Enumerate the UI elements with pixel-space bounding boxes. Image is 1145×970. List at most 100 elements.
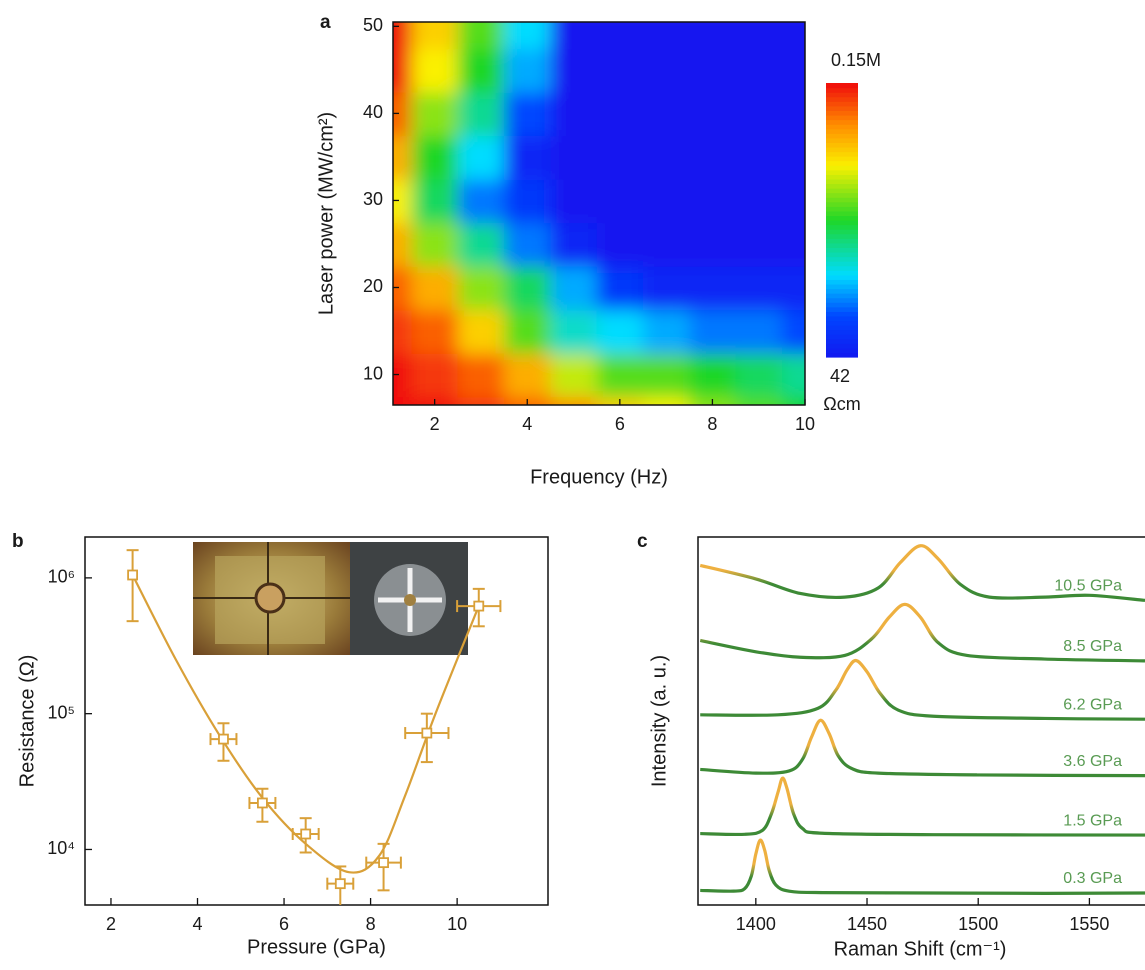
colorbar-segment — [826, 251, 858, 258]
heatmap-cell — [411, 265, 459, 311]
plot-area — [126, 549, 502, 905]
x-tick-label: 6 — [279, 914, 289, 934]
x-axis-label: Pressure (GPa) — [247, 936, 386, 958]
colorbar-segment — [826, 347, 858, 354]
colorbar-segment — [826, 188, 858, 194]
colorbar-segment — [826, 242, 858, 248]
y-tick-label: 30 — [363, 189, 383, 209]
heatmap-cell — [457, 222, 506, 267]
x-tick-label: 1500 — [958, 914, 998, 934]
x-tick-label: 8 — [366, 914, 376, 934]
colorbar-segment — [826, 311, 858, 317]
colorbar-segment — [826, 105, 858, 111]
series-label: 8.5 GPa — [1063, 638, 1122, 655]
heatmap-cell — [393, 396, 413, 405]
heatmap-cell — [642, 265, 691, 311]
colorbar-segment — [826, 334, 858, 340]
colorbar-segment — [826, 270, 858, 276]
colorbar-segment — [826, 220, 858, 226]
colorbar-segment — [826, 197, 858, 203]
series-label: 3.6 GPa — [1063, 753, 1122, 770]
heatmap-cell — [550, 265, 598, 311]
heatmap-cell — [596, 352, 644, 398]
heatmap-cell — [393, 91, 413, 137]
heatmap-cells — [393, 22, 805, 405]
y-tick-label: 10⁴ — [47, 838, 75, 858]
colorbar-segment — [826, 224, 858, 230]
heatmap-cell — [735, 265, 783, 311]
heatmap-cell — [411, 178, 459, 224]
heatmap-cell — [504, 48, 552, 93]
heatmap-cell — [689, 178, 737, 224]
heatmap-cell — [504, 352, 552, 398]
data-point — [421, 727, 433, 739]
colorbar-segment — [826, 128, 858, 134]
heatmap-cell — [735, 222, 783, 267]
heatmap-cell — [504, 265, 552, 311]
heatmap-cell — [504, 135, 552, 180]
data-point — [378, 857, 389, 869]
heatmap-cell — [411, 91, 459, 137]
heatmap-cell — [504, 91, 552, 137]
heatmap-cell — [393, 309, 413, 354]
colorbar-segment — [826, 169, 858, 175]
colorbar-segment — [826, 101, 858, 107]
colorbar-segment — [826, 306, 858, 312]
colorbar-segment — [826, 343, 858, 349]
heatmap-cell — [411, 222, 459, 267]
heatmap-cell — [457, 48, 506, 93]
y-axis-label: Resistance (Ω) — [16, 655, 38, 788]
heatmap-cell — [781, 352, 805, 398]
colorbar-segment — [826, 247, 858, 253]
y-tick-label: 40 — [363, 102, 383, 122]
heatmap-cell — [642, 396, 691, 405]
spectrum-line — [699, 602, 1145, 663]
series-label: 6.2 GPa — [1063, 696, 1122, 713]
heatmap-cell — [642, 222, 691, 267]
heatmap-cell — [781, 265, 805, 311]
colorbar-segment — [826, 133, 858, 139]
heatmap-cell — [689, 265, 737, 311]
heatmap-cell — [457, 135, 506, 180]
colorbar-segment — [826, 338, 858, 344]
x-tick-label: 1450 — [847, 914, 887, 934]
data-point — [334, 878, 346, 890]
heatmap-cell — [735, 22, 783, 50]
colorbar-segment — [826, 302, 858, 308]
colorbar-segment — [826, 183, 858, 189]
colorbar-segment — [826, 233, 858, 239]
heatmap-cell — [504, 222, 552, 267]
colorbar-segment — [826, 238, 858, 244]
x-tick-label: 1550 — [1069, 914, 1109, 934]
colorbar-segment — [826, 174, 858, 180]
colorbar-segment — [826, 165, 858, 171]
heatmap-cell — [550, 22, 598, 50]
heatmap-cell — [781, 309, 805, 354]
colorbar-segment — [826, 315, 858, 322]
colorbar-segment — [826, 261, 858, 267]
heatmap-cell — [735, 352, 783, 398]
colorbar-segment — [826, 210, 858, 217]
heatmap-cell — [393, 48, 413, 93]
colorbar-segment — [826, 110, 858, 116]
heatmap-cell — [596, 91, 644, 137]
heatmap-cell — [457, 265, 506, 311]
heatmap-cell — [393, 352, 413, 398]
heatmap-cell — [781, 396, 805, 405]
heatmap-cell — [689, 48, 737, 93]
heatmap-cell — [550, 222, 598, 267]
heatmap-cell — [596, 222, 644, 267]
colorbar-segment — [826, 83, 858, 89]
colorbar-segment — [826, 137, 858, 143]
spectrum-line — [700, 776, 1145, 837]
inset-circle — [254, 582, 286, 614]
heatmap-cell — [550, 352, 598, 398]
colorbar-segment — [826, 142, 858, 148]
heatmap-cell — [411, 309, 459, 354]
y-axis-label: Intensity (a. u.) — [648, 655, 670, 787]
heatmap-cell — [596, 309, 644, 354]
heatmap-cell — [457, 396, 506, 405]
colorbar-unit: Ωcm — [823, 394, 860, 414]
heatmap-cell — [781, 91, 805, 137]
